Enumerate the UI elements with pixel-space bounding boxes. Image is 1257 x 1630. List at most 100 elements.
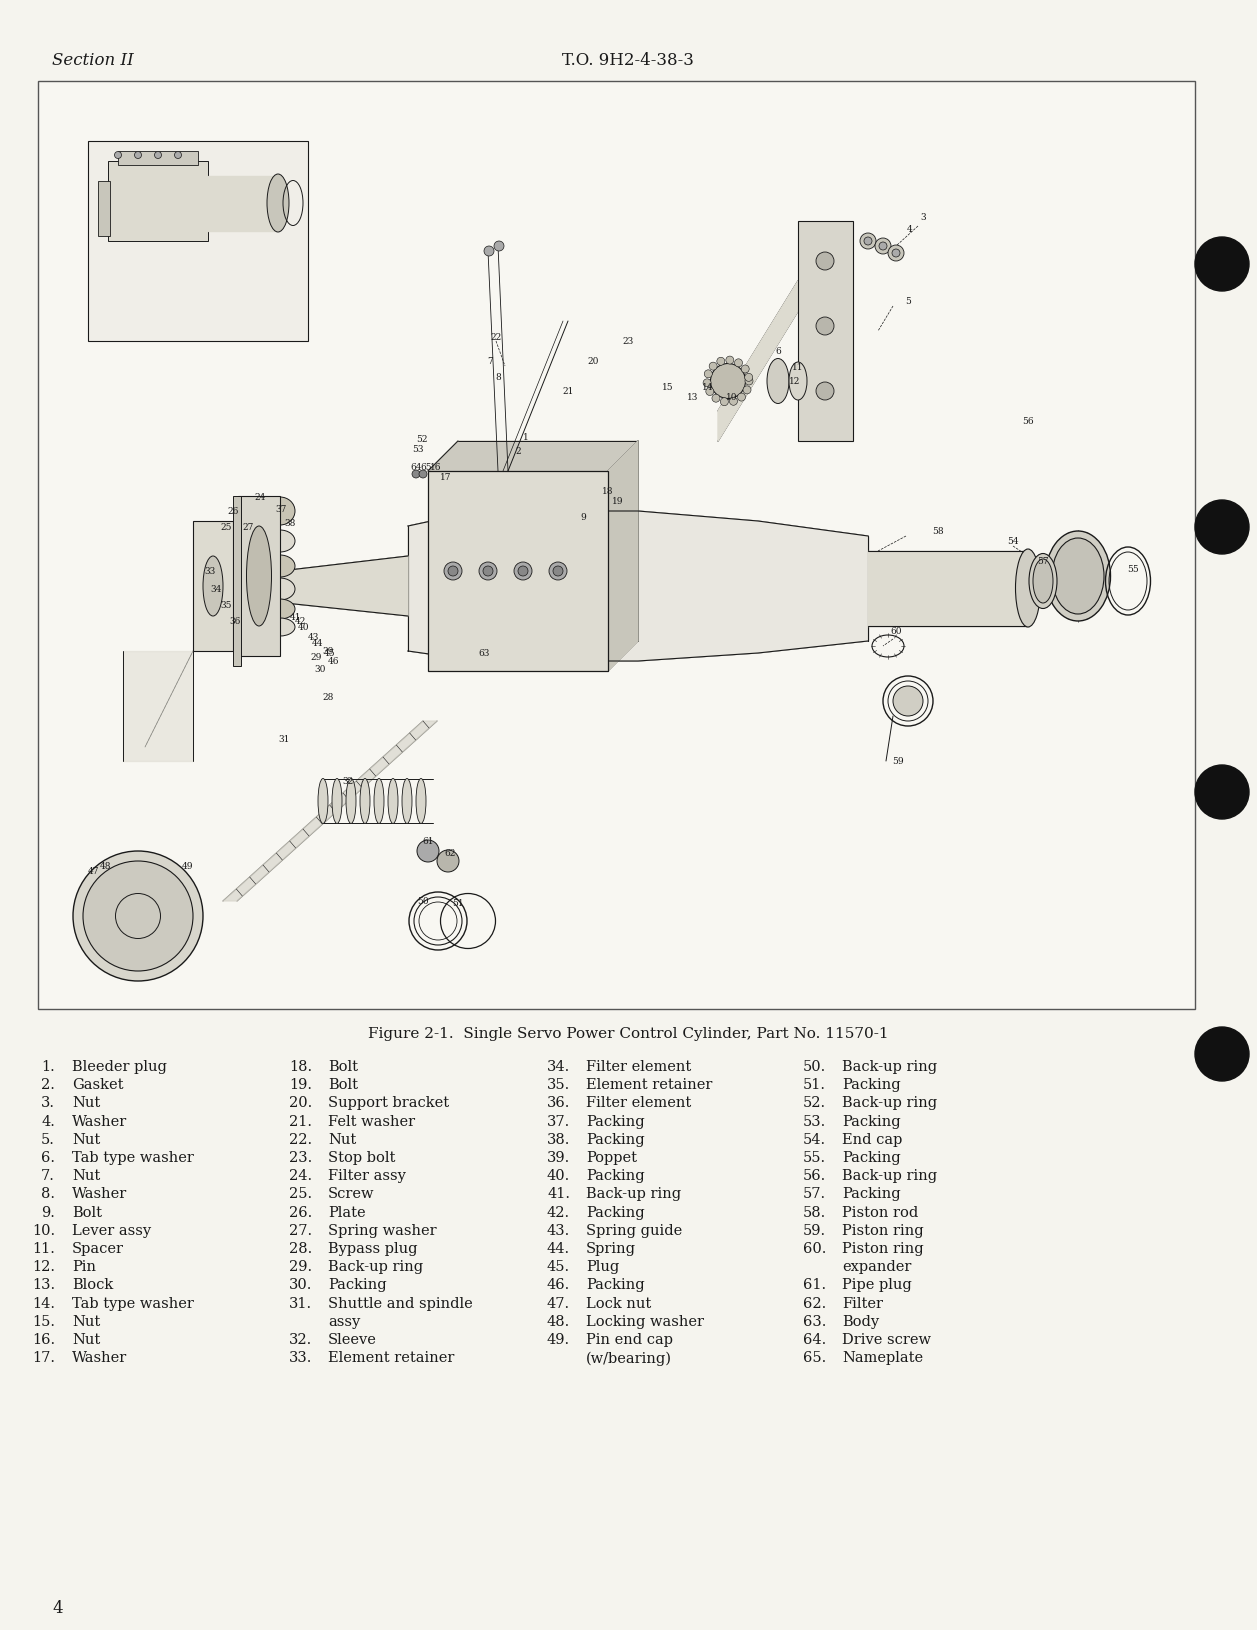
- Text: 47.: 47.: [547, 1296, 569, 1311]
- Text: 5: 5: [905, 297, 911, 306]
- Bar: [88, 142, 308, 342]
- Text: T.O. 9H2-4-38-3: T.O. 9H2-4-38-3: [562, 52, 694, 68]
- Ellipse shape: [729, 398, 738, 406]
- Text: 60: 60: [890, 628, 901, 636]
- Text: Packing: Packing: [328, 1278, 387, 1291]
- Text: 8.: 8.: [41, 1187, 55, 1201]
- Ellipse shape: [155, 153, 161, 160]
- Text: 17: 17: [440, 473, 451, 481]
- Text: 43: 43: [307, 632, 319, 641]
- Text: Shuttle and spindle: Shuttle and spindle: [328, 1296, 473, 1311]
- Text: 18.: 18.: [289, 1060, 312, 1073]
- Text: 52: 52: [416, 435, 427, 445]
- Ellipse shape: [816, 318, 833, 336]
- Text: 4: 4: [52, 1599, 63, 1615]
- Text: 26: 26: [228, 507, 239, 517]
- Text: 5.: 5.: [41, 1133, 55, 1146]
- Bar: [108, 161, 207, 241]
- Ellipse shape: [265, 497, 295, 526]
- Text: Washer: Washer: [72, 1113, 127, 1128]
- Text: 54.: 54.: [803, 1133, 826, 1146]
- Bar: [238, 497, 280, 657]
- Text: Back-up ring: Back-up ring: [842, 1060, 938, 1073]
- Text: Packing: Packing: [842, 1113, 900, 1128]
- Ellipse shape: [875, 240, 891, 254]
- Text: 56.: 56.: [803, 1169, 826, 1182]
- Text: 44: 44: [312, 639, 324, 649]
- Text: 46: 46: [328, 657, 339, 667]
- Text: 53: 53: [412, 445, 424, 453]
- Ellipse shape: [892, 686, 923, 717]
- Text: Back-up ring: Back-up ring: [586, 1187, 681, 1201]
- Text: Packing: Packing: [586, 1133, 645, 1146]
- Text: Bypass plug: Bypass plug: [328, 1240, 417, 1255]
- Text: 56: 56: [1022, 417, 1033, 425]
- Text: 2: 2: [515, 447, 520, 456]
- Text: Body: Body: [842, 1314, 879, 1328]
- Text: 57.: 57.: [803, 1187, 826, 1201]
- Ellipse shape: [83, 862, 194, 971]
- Text: 42.: 42.: [547, 1205, 569, 1219]
- Text: 24: 24: [254, 492, 265, 500]
- Text: 55.: 55.: [803, 1151, 826, 1164]
- Text: Washer: Washer: [72, 1187, 127, 1201]
- Text: 19.: 19.: [289, 1077, 312, 1092]
- Text: Back-up ring: Back-up ring: [842, 1169, 938, 1182]
- Text: 61: 61: [422, 836, 434, 846]
- Text: Screw: Screw: [328, 1187, 375, 1201]
- Text: 43.: 43.: [547, 1222, 569, 1237]
- Ellipse shape: [879, 243, 887, 251]
- Text: 35: 35: [220, 601, 231, 610]
- Ellipse shape: [706, 388, 714, 396]
- Text: 48.: 48.: [547, 1314, 569, 1328]
- Ellipse shape: [887, 246, 904, 262]
- Text: Filter element: Filter element: [586, 1095, 691, 1110]
- Text: Nut: Nut: [72, 1095, 101, 1110]
- Bar: [233, 497, 241, 667]
- Ellipse shape: [1033, 559, 1053, 603]
- Text: 52.: 52.: [803, 1095, 826, 1110]
- Ellipse shape: [265, 531, 295, 553]
- Text: Back-up ring: Back-up ring: [842, 1095, 938, 1110]
- Text: 44.: 44.: [547, 1240, 569, 1255]
- Ellipse shape: [447, 567, 458, 577]
- Text: 14: 14: [703, 383, 714, 391]
- Text: 3.: 3.: [41, 1095, 55, 1110]
- Text: Packing: Packing: [586, 1205, 645, 1219]
- Ellipse shape: [134, 153, 142, 160]
- Text: assy: assy: [328, 1314, 361, 1328]
- Polygon shape: [238, 557, 409, 616]
- Ellipse shape: [816, 253, 833, 271]
- Text: Plug: Plug: [586, 1260, 620, 1273]
- Text: Poppet: Poppet: [586, 1151, 637, 1164]
- Text: 65.: 65.: [803, 1350, 826, 1364]
- Ellipse shape: [73, 851, 202, 981]
- Polygon shape: [409, 512, 869, 662]
- Text: 39: 39: [322, 647, 333, 657]
- Text: 57: 57: [1037, 557, 1048, 566]
- Text: Sleeve: Sleeve: [328, 1332, 377, 1346]
- Text: 54: 54: [1007, 538, 1019, 546]
- Text: Packing: Packing: [586, 1278, 645, 1291]
- Text: 9.: 9.: [41, 1205, 55, 1219]
- Text: Lock nut: Lock nut: [586, 1296, 651, 1311]
- Ellipse shape: [416, 779, 426, 825]
- Text: 11.: 11.: [33, 1240, 55, 1255]
- Text: 58.: 58.: [803, 1205, 826, 1219]
- Ellipse shape: [265, 619, 295, 637]
- Text: 25: 25: [220, 522, 231, 531]
- Text: Figure 2-1.  Single Servo Power Control Cylinder, Part No. 11570-1: Figure 2-1. Single Servo Power Control C…: [368, 1027, 889, 1040]
- Text: 27.: 27.: [289, 1222, 312, 1237]
- Bar: [798, 222, 854, 442]
- Text: 34.: 34.: [547, 1060, 569, 1073]
- Text: 27: 27: [243, 522, 254, 531]
- Text: 15: 15: [662, 383, 674, 391]
- Ellipse shape: [720, 398, 728, 406]
- Text: 10: 10: [727, 393, 738, 401]
- Ellipse shape: [483, 567, 493, 577]
- Ellipse shape: [725, 357, 734, 365]
- Circle shape: [1195, 766, 1249, 820]
- Text: 22.: 22.: [289, 1133, 312, 1146]
- Text: Nut: Nut: [328, 1133, 356, 1146]
- Text: 4.: 4.: [41, 1113, 55, 1128]
